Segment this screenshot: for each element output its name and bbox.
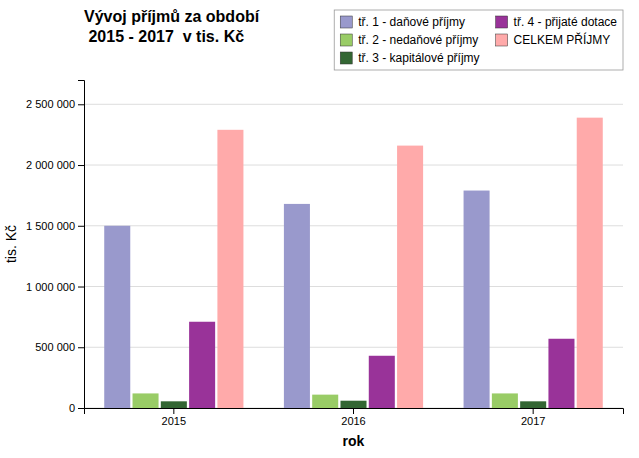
y-tick-label: 1 500 000 xyxy=(26,220,75,232)
bar xyxy=(133,393,159,408)
bar xyxy=(369,356,395,408)
bar xyxy=(548,339,574,408)
y-tick-mark xyxy=(78,408,84,409)
legend-item: tř. 4 - přijaté dotace xyxy=(496,15,618,29)
chart: 0 500 000 1 000 000 1 500 000 2 000 000 2 500… xyxy=(0,0,639,458)
bar xyxy=(312,395,338,408)
legend-swatch xyxy=(496,34,508,46)
y-tick: 1 500 000 xyxy=(26,220,84,232)
bar xyxy=(161,401,187,408)
x-tick-mark xyxy=(533,408,534,414)
bar xyxy=(397,146,423,408)
y-tick: 2 000 000 xyxy=(26,159,84,171)
plot: 0 500 000 1 000 000 1 500 000 2 000 000 2 500… xyxy=(26,81,623,427)
grid-line xyxy=(84,104,623,105)
legend-swatch xyxy=(340,52,352,64)
y-tick: 1 000 000 xyxy=(26,281,84,293)
legend-swatch xyxy=(496,16,508,28)
bar xyxy=(217,130,243,408)
bar xyxy=(492,393,518,408)
y-tick-mark xyxy=(78,226,84,227)
legend: tř. 1 - daňové příjmy tř. 2 - nedaňové př… xyxy=(334,10,623,70)
bar xyxy=(104,226,130,408)
title-line: 2015 - 2017 v tis. Kč xyxy=(84,28,244,45)
x-tick-label: 2017 xyxy=(521,415,545,427)
title-line: Vývoj příjmů za období xyxy=(84,8,260,25)
y-tick-mark xyxy=(78,104,84,105)
y-tick: 0 xyxy=(69,402,84,414)
bar xyxy=(464,191,490,408)
grid-line xyxy=(84,225,623,226)
y-tick: 500 000 xyxy=(35,341,84,353)
grid-line xyxy=(84,347,623,348)
x-tick-label: 2016 xyxy=(341,415,365,427)
grid-line xyxy=(84,165,623,166)
legend-box xyxy=(334,10,623,70)
legend-item: tř. 3 - kapitálové příjmy xyxy=(340,51,479,65)
grid-line xyxy=(84,286,623,287)
legend-swatch xyxy=(340,16,352,28)
x-axis: 2015 2016 2017 xyxy=(85,408,624,427)
bar xyxy=(340,401,366,408)
x-tick-mark xyxy=(353,408,354,414)
bar-series xyxy=(189,322,574,408)
legend-label: tř. 2 - nedaňové příjmy xyxy=(358,33,478,47)
y-axis-title: tis. Kč xyxy=(3,225,19,263)
bars xyxy=(104,118,603,408)
x-axis-line xyxy=(85,409,624,415)
legend-swatch xyxy=(340,34,352,46)
y-tick-mark xyxy=(78,165,84,166)
y-tick-mark xyxy=(78,287,84,288)
legend-item: tř. 1 - daňové příjmy xyxy=(340,15,465,29)
y-tick-label: 1 000 000 xyxy=(26,281,75,293)
x-axis-title: rok xyxy=(343,433,365,449)
y-axis-line xyxy=(78,81,85,409)
grid xyxy=(84,104,623,408)
y-tick-label: 0 xyxy=(69,402,75,414)
legend-label: tř. 1 - daňové příjmy xyxy=(358,15,465,29)
bar xyxy=(520,401,546,408)
legend-label: CELKEM PŘÍJMY xyxy=(514,32,611,47)
bar xyxy=(189,322,215,408)
x-tick: 2017 xyxy=(521,408,545,427)
y-tick-label: 2 000 000 xyxy=(26,159,75,171)
bar-series xyxy=(104,191,489,408)
title: Vývoj příjmů za období 2015 - 2017 v tis… xyxy=(84,8,260,45)
bar-series xyxy=(217,118,602,408)
bar xyxy=(284,204,310,408)
legend-label: tř. 4 - přijaté dotace xyxy=(514,15,618,29)
x-tick-mark xyxy=(173,408,174,414)
y-tick-label: 2 500 000 xyxy=(26,98,75,110)
legend-item: CELKEM PŘÍJMY xyxy=(496,32,611,47)
y-tick-label: 500 000 xyxy=(35,341,75,353)
bar xyxy=(577,118,603,408)
legend-label: tř. 3 - kapitálové příjmy xyxy=(358,51,479,65)
y-axis: 0 500 000 1 000 000 1 500 000 2 000 000 2 500… xyxy=(26,81,84,415)
y-tick-mark xyxy=(78,347,84,348)
x-tick-label: 2015 xyxy=(162,415,186,427)
y-tick: 2 500 000 xyxy=(26,98,84,110)
x-tick: 2015 xyxy=(162,408,186,427)
x-tick: 2016 xyxy=(341,408,365,427)
legend-item: tř. 2 - nedaňové příjmy xyxy=(340,33,478,47)
